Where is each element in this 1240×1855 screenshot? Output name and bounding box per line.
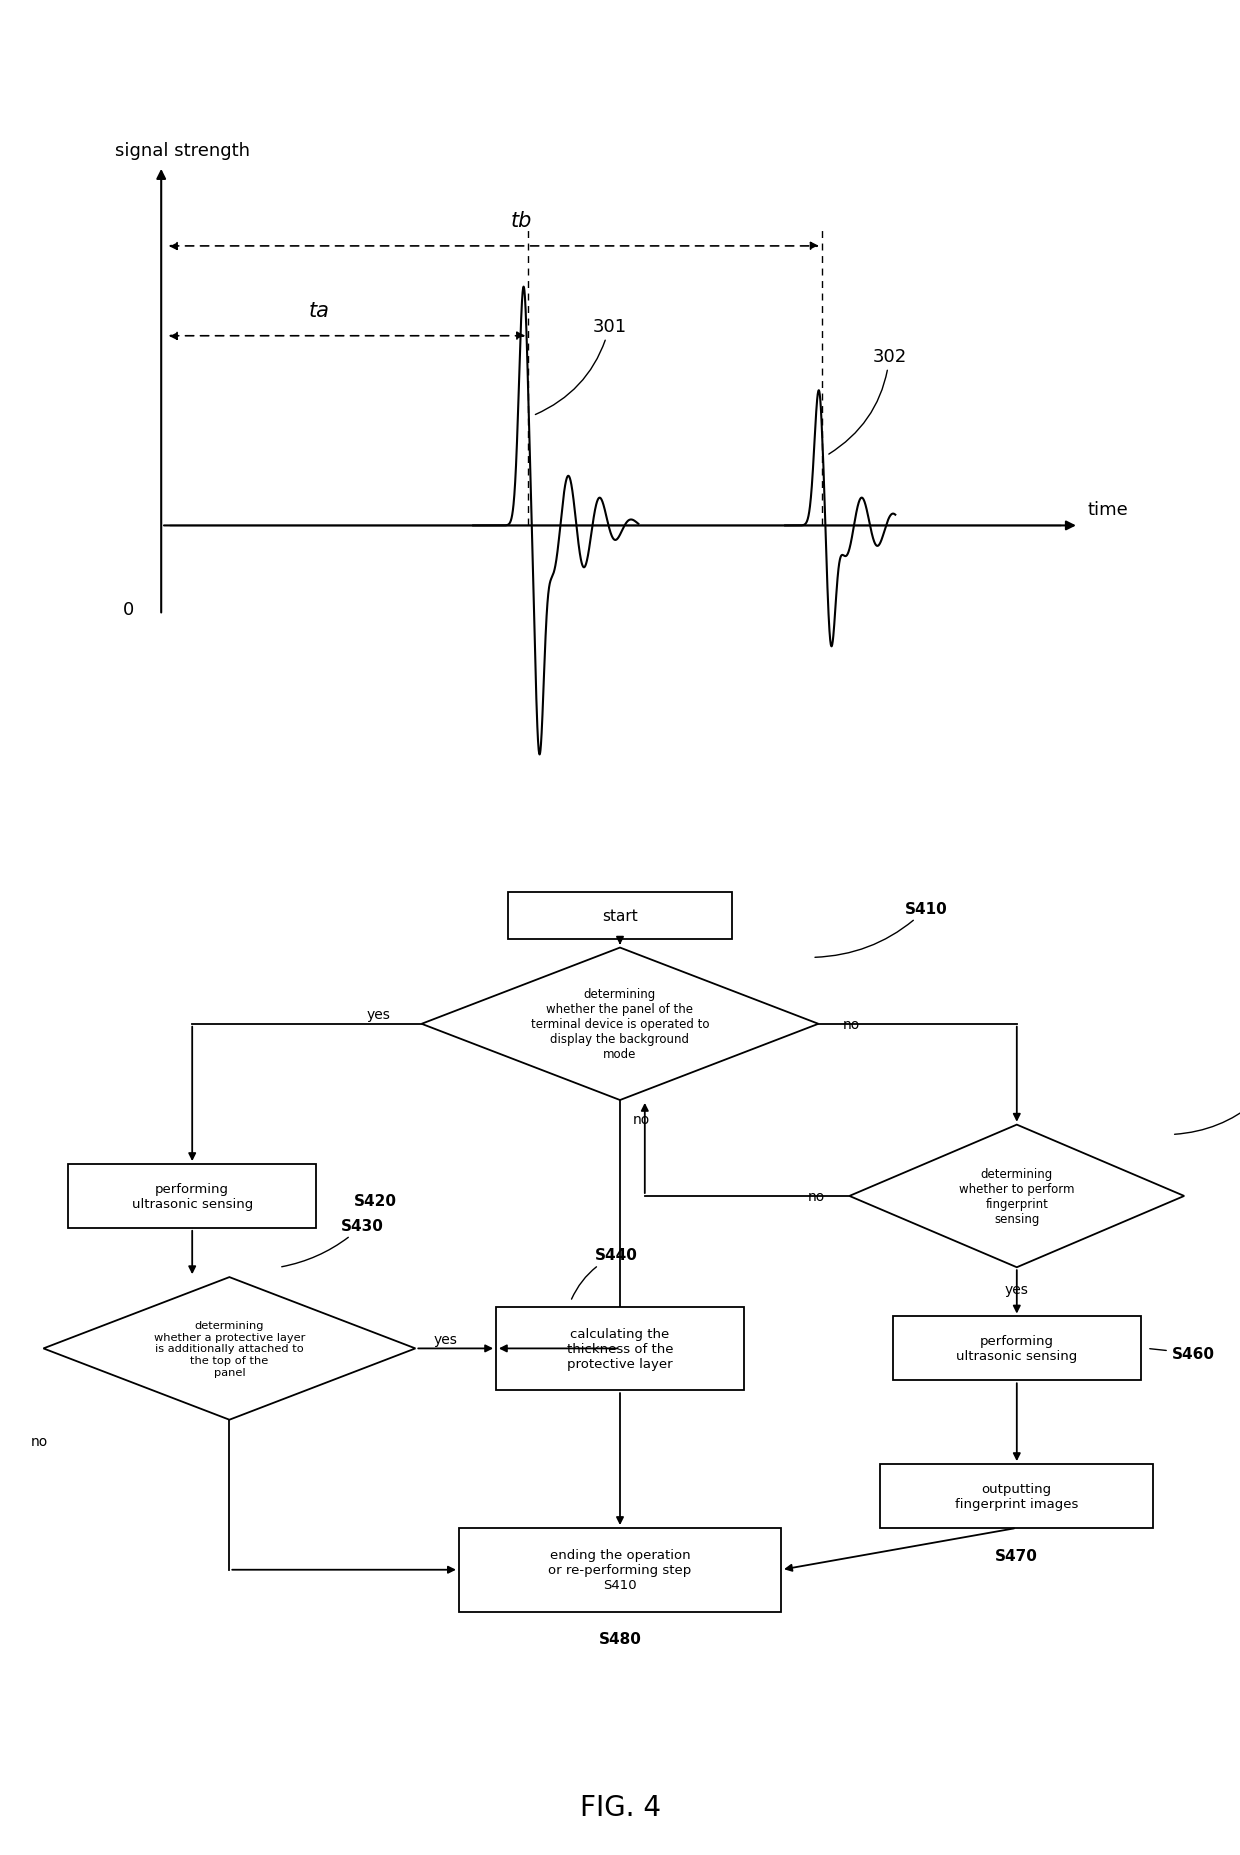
FancyBboxPatch shape <box>496 1308 744 1391</box>
FancyBboxPatch shape <box>459 1529 781 1612</box>
Text: FIG. 3: FIG. 3 <box>579 905 661 933</box>
Text: FIG. 4: FIG. 4 <box>579 1792 661 1820</box>
Text: determining
whether to perform
fingerprint
sensing: determining whether to perform fingerpri… <box>959 1167 1075 1226</box>
Text: S480: S480 <box>599 1631 641 1647</box>
Text: yes: yes <box>434 1332 458 1347</box>
Text: S420: S420 <box>353 1195 397 1209</box>
Text: performing
ultrasonic sensing: performing ultrasonic sensing <box>131 1182 253 1209</box>
Text: signal strength: signal strength <box>115 141 250 160</box>
FancyBboxPatch shape <box>893 1317 1141 1380</box>
Text: ending the operation
or re-performing step
S410: ending the operation or re-performing st… <box>548 1549 692 1592</box>
Text: yes: yes <box>367 1007 391 1022</box>
FancyBboxPatch shape <box>880 1464 1153 1529</box>
Text: S460: S460 <box>1149 1347 1215 1362</box>
Text: tb: tb <box>511 211 532 230</box>
Text: determining
whether a protective layer
is additionally attached to
the top of th: determining whether a protective layer i… <box>154 1321 305 1376</box>
Text: calculating the
thickness of the
protective layer: calculating the thickness of the protect… <box>567 1326 673 1371</box>
Text: 0: 0 <box>123 601 134 620</box>
Text: S430: S430 <box>281 1219 384 1267</box>
Text: no: no <box>632 1113 650 1126</box>
Text: S470: S470 <box>996 1547 1038 1562</box>
Text: S440: S440 <box>572 1248 639 1300</box>
Polygon shape <box>849 1124 1184 1267</box>
Text: start: start <box>603 909 637 924</box>
Text: no: no <box>31 1434 48 1449</box>
Text: ta: ta <box>309 301 330 321</box>
FancyBboxPatch shape <box>508 892 732 940</box>
Text: time: time <box>1087 501 1128 519</box>
Text: determining
whether the panel of the
terminal device is operated to
display the : determining whether the panel of the ter… <box>531 987 709 1061</box>
Text: no: no <box>843 1017 861 1031</box>
Polygon shape <box>43 1278 415 1419</box>
Text: 301: 301 <box>536 317 626 416</box>
Text: S450: S450 <box>1174 1083 1240 1135</box>
Text: S410: S410 <box>815 902 947 957</box>
Polygon shape <box>422 948 818 1100</box>
FancyBboxPatch shape <box>68 1165 316 1228</box>
Text: 302: 302 <box>828 347 906 454</box>
Text: yes: yes <box>1004 1282 1029 1297</box>
Text: no: no <box>807 1189 825 1204</box>
Text: performing
ultrasonic sensing: performing ultrasonic sensing <box>956 1336 1078 1363</box>
Text: outputting
fingerprint images: outputting fingerprint images <box>955 1482 1079 1510</box>
